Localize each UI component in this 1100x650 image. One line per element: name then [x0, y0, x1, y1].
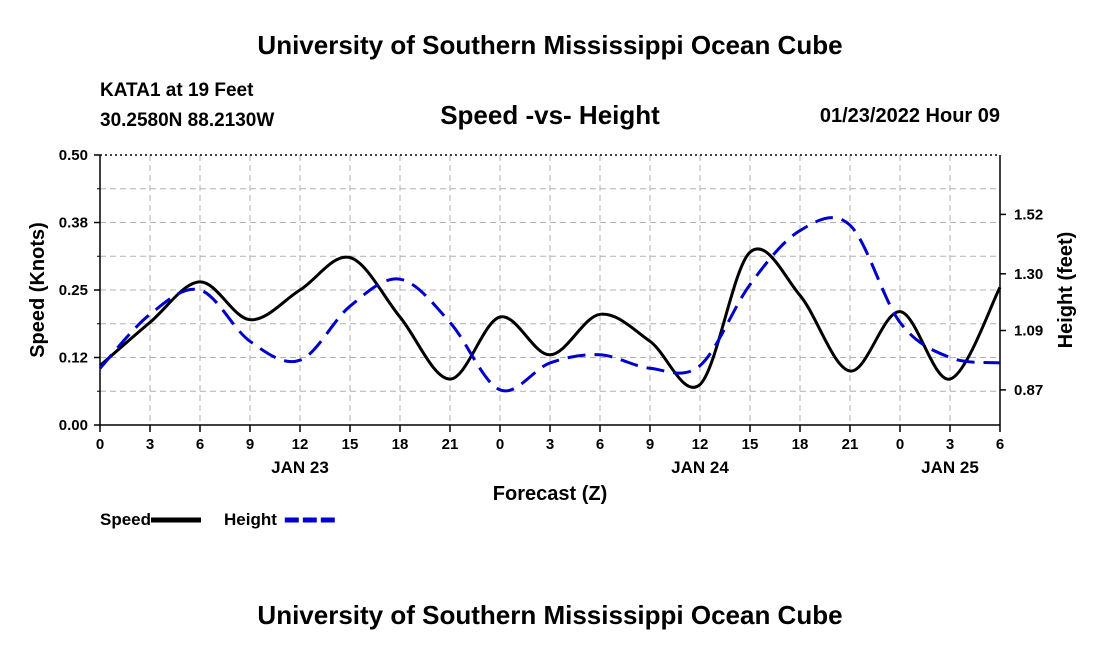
x-tick-label: 6 — [996, 436, 1004, 453]
x-tick-label: 3 — [546, 436, 554, 453]
x-tick-label: 12 — [692, 436, 709, 453]
x-tick-label: 9 — [246, 436, 254, 453]
axis-labels: 0.00 0.12 0.25 0.38 0.50 0.87 1.09 1.30 1.52 0 3 6 9… — [27, 147, 1077, 505]
station-info: KATA1 at 19 Feet 30.2580N 88.2130W — [100, 76, 274, 136]
grid-lines — [100, 155, 1000, 425]
date-label: JAN 24 — [671, 458, 729, 477]
series-lines — [98, 216, 1002, 393]
y-tick-label: 0.25 — [59, 282, 88, 299]
x-tick-label: 0 — [96, 436, 104, 453]
x-axis-title: Forecast (Z) — [493, 483, 607, 505]
forecast-datetime: 01/23/2022 Hour 09 — [819, 105, 1000, 127]
speed-series-line — [99, 247, 1002, 389]
y-tick-label: 0.50 — [59, 147, 88, 164]
y-tick-label: 0.00 — [59, 417, 88, 434]
x-tick-label: 21 — [442, 436, 459, 453]
station-coordinates: 30.2580N 88.2130W — [100, 110, 275, 131]
y2-tick-label: 1.30 — [1014, 266, 1043, 283]
station-name: KATA1 at 19 Feet — [100, 80, 254, 101]
y2-axis-title: Height (feet) — [1055, 232, 1077, 349]
y-tick-label: 0.38 — [59, 215, 88, 232]
axes — [94, 154, 1006, 432]
x-tick-label: 6 — [196, 436, 204, 453]
x-tick-label: 18 — [392, 436, 409, 453]
page-title: University of Southern Mississippi Ocean… — [257, 30, 843, 60]
y2-tick-label: 1.09 — [1014, 323, 1043, 340]
legend-label: Height — [224, 510, 277, 529]
x-tick-label: 21 — [842, 436, 859, 453]
y2-tick-label: 1.52 — [1014, 206, 1043, 223]
x-tick-label: 18 — [792, 436, 809, 453]
chart-title: Speed -vs- Height — [440, 100, 660, 130]
legend: Speed Height — [100, 510, 335, 529]
x-tick-label: 3 — [146, 436, 154, 453]
x-tick-label: 12 — [292, 436, 309, 453]
x-tick-label: 15 — [342, 436, 359, 453]
x-tick-label: 15 — [742, 436, 759, 453]
x-tick-label: 0 — [896, 436, 904, 453]
x-tick-label: 3 — [946, 436, 954, 453]
y-axis-title: Speed (Knots) — [27, 222, 49, 358]
x-tick-label: 0 — [496, 436, 504, 453]
date-label: JAN 25 — [921, 458, 979, 477]
y2-tick-label: 0.87 — [1014, 382, 1043, 399]
height-series-line — [98, 216, 1001, 393]
y-tick-label: 0.12 — [59, 350, 88, 367]
legend-label: Speed — [100, 510, 151, 529]
x-tick-label: 9 — [646, 436, 654, 453]
footer-title: University of Southern Mississippi Ocean… — [257, 600, 843, 630]
date-label: JAN 23 — [271, 458, 329, 477]
x-tick-label: 6 — [596, 436, 604, 453]
